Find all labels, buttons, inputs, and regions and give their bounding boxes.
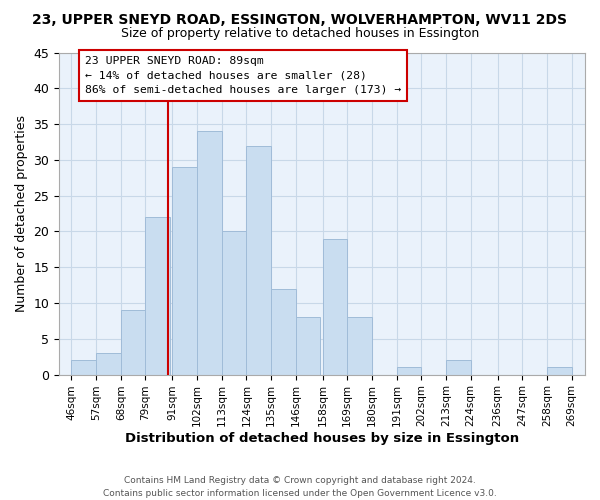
Bar [222,232,247,374]
Text: Size of property relative to detached houses in Essington: Size of property relative to detached ho… [121,28,479,40]
Bar [547,368,572,374]
Bar [397,368,421,374]
Bar [247,146,271,374]
Bar [197,131,222,374]
Y-axis label: Number of detached properties: Number of detached properties [15,115,28,312]
X-axis label: Distribution of detached houses by size in Essington: Distribution of detached houses by size … [125,432,519,445]
Bar [96,353,121,374]
Bar [271,288,296,374]
Bar [296,318,320,374]
Bar [172,167,197,374]
Bar [145,217,170,374]
Text: 23 UPPER SNEYD ROAD: 89sqm
← 14% of detached houses are smaller (28)
86% of semi: 23 UPPER SNEYD ROAD: 89sqm ← 14% of deta… [85,56,401,95]
Bar [347,318,372,374]
Text: 23, UPPER SNEYD ROAD, ESSINGTON, WOLVERHAMPTON, WV11 2DS: 23, UPPER SNEYD ROAD, ESSINGTON, WOLVERH… [32,12,568,26]
Bar [323,238,347,374]
Bar [121,310,145,374]
Bar [446,360,470,374]
Text: Contains HM Land Registry data © Crown copyright and database right 2024.
Contai: Contains HM Land Registry data © Crown c… [103,476,497,498]
Bar [71,360,96,374]
